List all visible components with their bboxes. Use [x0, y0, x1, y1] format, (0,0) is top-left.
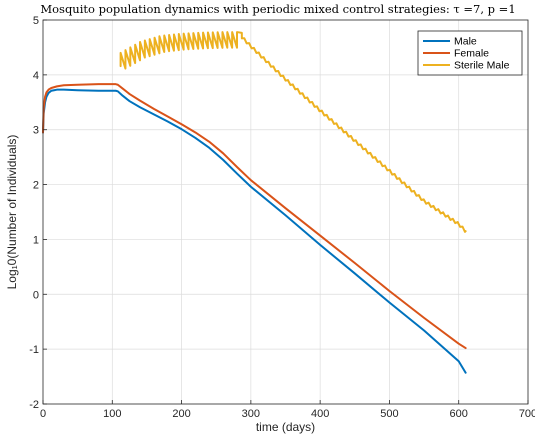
- series-line-female: [42, 83, 467, 350]
- y-tick-label: 2: [33, 180, 39, 192]
- chart-title: Mosquito population dynamics with period…: [40, 2, 515, 16]
- plot-frame: [42, 19, 529, 405]
- series-layer: [42, 31, 467, 374]
- y-tick-label: -1: [29, 344, 39, 356]
- x-tick-label: 700: [519, 408, 535, 420]
- x-tick-label: 600: [450, 408, 468, 420]
- series-line-male: [42, 88, 467, 374]
- series-line-sterile-male: [119, 31, 467, 233]
- y-tick-label: 5: [33, 15, 39, 27]
- x-tick-label: 500: [380, 408, 398, 420]
- y-tick-label: -2: [29, 399, 39, 411]
- y-tick-label: 0: [33, 289, 39, 301]
- grid: [43, 20, 528, 404]
- plot-area: [43, 20, 528, 404]
- x-tick-label: 0: [40, 408, 46, 420]
- x-tick-label: 300: [242, 408, 260, 420]
- ticks: 0 100 200 300 400 500 600 700 -2 -1 0 1 2 3 4 5: [29, 15, 535, 420]
- x-tick-label: 100: [103, 408, 121, 420]
- y-tick-label: 1: [33, 234, 39, 246]
- y-tick-label: 3: [33, 125, 39, 137]
- legend-entry-label: Female: [454, 48, 489, 60]
- x-tick-label: 400: [311, 408, 329, 420]
- x-axis-label: time (days): [256, 420, 315, 434]
- legend-entry-label: Male: [454, 36, 477, 48]
- legend-entry-label: Sterile Male: [454, 60, 510, 72]
- y-tick-label: 4: [33, 70, 39, 82]
- x-tick-label: 200: [172, 408, 190, 420]
- y-axis-label: Log₁0(Number of Individuals): [5, 135, 19, 290]
